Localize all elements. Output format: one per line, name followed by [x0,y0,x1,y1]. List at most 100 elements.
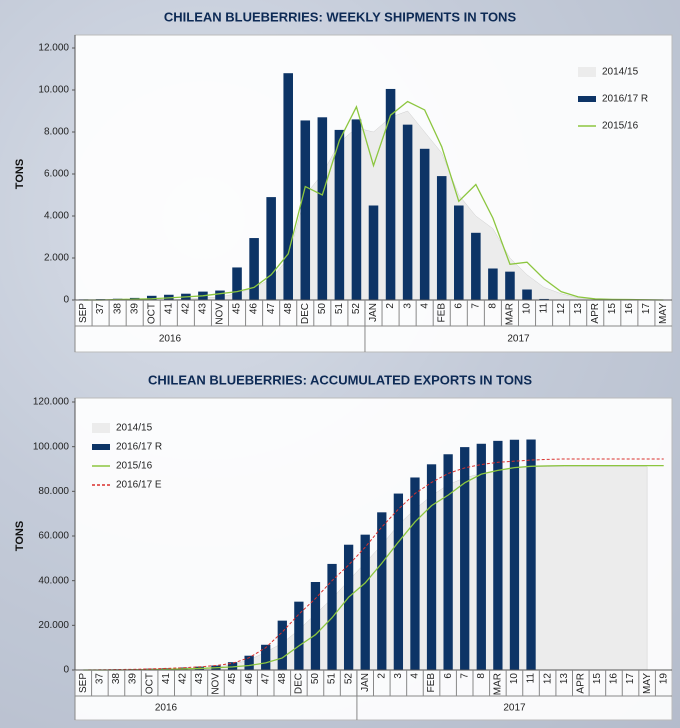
x-tick-label: APR [590,303,601,324]
bar [385,88,396,300]
x-tick-label: FEB [426,673,437,693]
x-tick-label: MAY [642,673,653,694]
y-tick-label: 80.000 [38,486,69,497]
legend-label: 2015/16 [116,461,153,472]
x-tick-label: 46 [244,673,255,685]
x-tick-label: 3 [402,303,413,309]
bar [266,197,276,300]
x-tick-label: 38 [111,673,122,685]
legend-label: 2016/17 E [116,480,162,491]
x-tick-label: 50 [317,303,328,315]
x-tick-label: 15 [607,303,618,315]
dashed-line [83,458,664,671]
y-axis-label: TONS [14,521,26,551]
y-tick-label: 40.000 [38,575,69,586]
y-tick-label: 4.000 [44,211,69,222]
x-tick-label: NOV [211,673,222,695]
bar [300,120,311,300]
bar [436,176,447,300]
bar [294,601,304,670]
x-tick-label: SEP [78,303,89,323]
chart-title: CHILEAN BLUEBERRIES: ACCUMULATED EXPORTS… [148,372,532,387]
x-tick-label: 52 [343,673,354,685]
legend-label: 2016/17 R [116,442,162,453]
bar [509,439,520,670]
x-tick-label: 8 [476,673,487,679]
x-tick-label: 45 [232,303,243,315]
bar [410,477,420,670]
x-tick-label: 48 [277,673,288,685]
x-tick-label: 39 [128,673,139,685]
bar [522,289,532,300]
y-tick-label: 8.000 [44,127,69,138]
x-tick-label: 6 [453,303,464,309]
line [83,100,664,301]
x-tick-label: 3 [393,673,404,679]
x-tick-label: 51 [327,673,338,685]
x-tick-label: 13 [559,673,570,685]
bar [317,117,328,300]
bar [277,620,287,670]
bar [215,290,225,300]
x-tick-label: 52 [351,303,362,315]
x-tick-label: 11 [526,673,537,684]
bar [351,119,362,301]
y-tick-label: 2.000 [44,253,69,264]
bar [368,205,379,300]
legend-swatch [92,444,110,450]
y-tick-label: 6.000 [44,169,69,180]
bar [310,582,321,670]
x-tick-label: MAR [505,303,516,325]
year-label: 2017 [503,703,526,714]
bar [402,124,413,301]
x-tick-label: 16 [609,673,620,685]
x-tick-label: NOV [215,303,226,325]
x-tick-label: 7 [470,303,481,309]
bar [476,443,486,670]
x-tick-label: 41 [161,673,172,685]
chart-title: CHILEAN BLUEBERRIES: WEEKLY SHIPMENTS IN… [164,9,517,24]
bar [539,298,549,300]
x-tick-label: 51 [334,303,345,315]
bar [227,662,238,670]
x-tick-label: 17 [641,303,652,315]
x-tick-label: MAR [493,673,504,695]
bar [249,238,259,300]
bar [283,73,293,300]
bar [505,271,515,300]
x-tick-label: FEB [436,303,447,323]
x-tick-label: 47 [260,673,271,685]
x-tick-label: 43 [198,303,209,315]
x-tick-label: 16 [624,303,635,315]
y-tick-label: 100.000 [33,441,70,452]
x-tick-label: 42 [177,673,188,685]
y-axis-label: TONS [14,159,26,189]
x-tick-label: 4 [419,303,430,309]
legend-label: 2015/16 [602,121,639,132]
y-tick-label: 60.000 [38,531,69,542]
legend-label: 2016/17 R [602,94,648,105]
y-tick-label: 12.000 [38,43,69,54]
x-tick-label: SEP [78,673,89,693]
x-tick-label: 38 [112,303,123,315]
x-tick-label: 15 [592,673,603,685]
x-tick-label: 7 [459,673,470,679]
x-tick-label: 37 [95,673,106,685]
bar [460,447,470,670]
x-tick-label: 11 [539,303,550,314]
bar [343,544,354,670]
x-tick-label: 45 [227,673,238,685]
bar [261,644,271,670]
x-tick-label: 10 [522,303,533,315]
bar [526,439,536,670]
x-tick-label: 12 [556,303,567,315]
x-tick-label: OCT [146,303,157,324]
x-tick-label: APR [575,673,586,694]
bar [244,655,254,670]
legend-swatch [92,423,110,433]
bar [360,534,370,670]
x-tick-label: 43 [194,673,205,685]
x-tick-label: 2 [385,303,396,309]
